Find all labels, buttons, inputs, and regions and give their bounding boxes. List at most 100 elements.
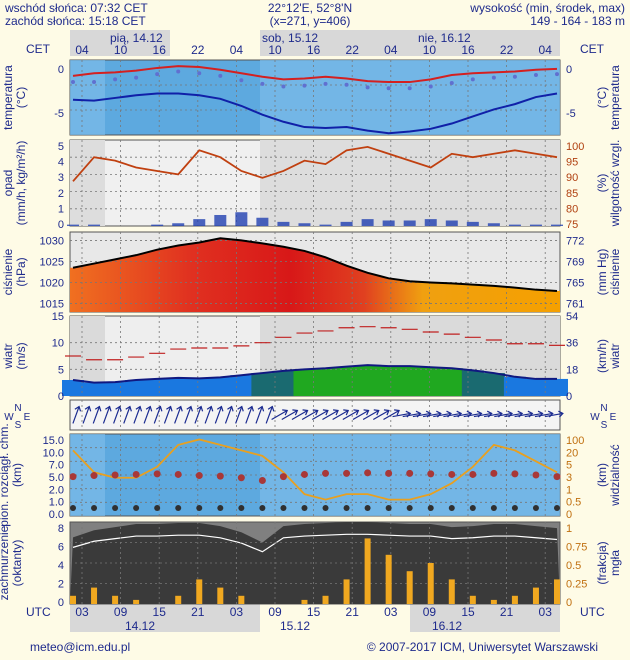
fog-bar	[217, 587, 224, 604]
wind-arrow	[311, 409, 329, 421]
bottom-tz-left: UTC	[26, 605, 51, 619]
wind-mean-bar	[230, 375, 253, 396]
pressure-label-left: ciśnienie	[1, 248, 15, 295]
temp-min-line	[72, 92, 558, 135]
wind-arrow-shaft	[255, 406, 263, 424]
wind-arrow-shaft	[174, 406, 182, 424]
vis-tick: 10.0	[43, 447, 64, 459]
top-axis-shade	[260, 30, 410, 56]
wind-mean-bar	[440, 368, 463, 396]
precip-bar	[214, 214, 227, 226]
wind-arrow-shaft	[133, 406, 141, 424]
top-hour-label: 04	[75, 43, 89, 57]
wind-arrow-head	[176, 405, 183, 412]
temp-mean-point	[512, 74, 517, 79]
temp-mean-point	[281, 84, 286, 89]
fog-bar	[196, 579, 203, 604]
temp-mean-point	[491, 75, 496, 80]
cloud-base-point	[301, 505, 308, 511]
wind-arrow	[255, 405, 265, 424]
top-hour-label: 04	[230, 43, 244, 57]
wind-mean-bar	[62, 380, 84, 396]
wind-arrow	[204, 405, 214, 424]
temp-max-line	[72, 65, 558, 84]
cloud-base-point	[91, 505, 98, 511]
wind-arrow	[143, 405, 153, 424]
bottom-hour-label: 03	[230, 605, 244, 619]
wind-mean-bar	[293, 369, 316, 396]
cloud-base-point	[238, 505, 245, 511]
cloud-top-point	[195, 472, 203, 480]
bottom-hour-label: 03	[75, 605, 89, 619]
wind-arrow-shaft	[113, 406, 121, 424]
temp-mean-point	[113, 77, 118, 82]
temp-mean-point	[449, 80, 454, 85]
temp-mean-point	[386, 86, 391, 91]
wind-arrow-head	[155, 405, 163, 412]
wind-arrow-head	[322, 409, 329, 416]
footer-copyright: © 2007-2017 ICM, Uniwersytet Warszawski	[366, 640, 598, 654]
precip-night-shade	[70, 140, 105, 226]
bottom-hour-label: 09	[114, 605, 128, 619]
precip-night-shade	[260, 140, 410, 226]
temp-mean-point	[71, 80, 75, 85]
precip-label-right: wilgotność wzgl.	[608, 140, 622, 228]
vis-tick: 0.0	[49, 509, 64, 521]
wind-arrow-shaft	[123, 406, 131, 424]
wind-arrow-shaft	[484, 412, 502, 418]
vis-label-right: widzialność	[608, 444, 622, 506]
wind-arrow-shaft	[545, 412, 563, 418]
temp-tick: -5	[54, 108, 64, 120]
vis-tick: 1.0	[49, 497, 64, 509]
fog-bar	[511, 595, 518, 604]
humidity-line	[72, 145, 558, 182]
top-hour-label: 22	[346, 43, 360, 57]
coords-text: 22°12'E, 52°8'N	[267, 1, 353, 15]
cloud-base-point	[343, 505, 350, 511]
wind-arrow	[352, 409, 370, 421]
pressure-tick: 772	[566, 235, 584, 247]
bottom-hour-label: 21	[346, 605, 360, 619]
fog-tick: 0.25	[566, 579, 587, 591]
precip-bar	[551, 224, 563, 226]
precip-label-right: (%)	[595, 174, 609, 193]
cloud-label-left: zachmurzenie	[0, 525, 11, 600]
footer-email[interactable]: meteo@icm.edu.pl	[30, 640, 131, 654]
humidity-tick: 90	[566, 172, 578, 184]
wind-tick: 0	[566, 391, 572, 403]
humidity-tick: 85	[566, 188, 578, 200]
bottom-hour-label: 03	[539, 605, 553, 619]
temp-mean-point	[407, 86, 412, 91]
cloud-tick: 4	[58, 560, 64, 572]
cloud-base-point	[322, 505, 329, 511]
wind-arrow	[265, 405, 275, 424]
bottom-tz-right: UTC	[580, 605, 605, 619]
vis-right-tick: 100	[566, 435, 584, 447]
wind-mean-line	[72, 364, 557, 384]
temp-label-left: temperatura	[1, 65, 15, 130]
vis-label-right: (km)	[595, 463, 609, 487]
top-hour-label: 04	[539, 43, 553, 57]
top-hour-label: 16	[153, 43, 167, 57]
cloud-top-point	[364, 469, 372, 477]
cloud-base-point	[406, 505, 413, 511]
wind-label-right: (km/h)	[595, 339, 609, 373]
wind-arrow	[153, 405, 163, 424]
wind-arrow	[92, 405, 102, 424]
cloud-base-point	[554, 505, 560, 511]
fog-bar	[406, 571, 413, 604]
temp-mean-point	[176, 69, 181, 74]
pressure-tick: 769	[566, 256, 584, 268]
cloud-label-left: (oktanty)	[10, 540, 24, 587]
wind-arrow-shaft	[453, 412, 472, 418]
temp-label-left: (°C)	[14, 87, 28, 108]
precip-bar	[424, 219, 437, 226]
cloud-base-point	[490, 505, 497, 511]
cloud-top-point	[448, 470, 456, 478]
wind-arrow-shaft	[82, 406, 90, 424]
fog-bar	[532, 587, 539, 604]
fog-bar	[133, 599, 140, 604]
wind-arrow-head	[302, 409, 309, 416]
wind-arrow-shaft	[534, 412, 553, 418]
wind-arrow	[362, 409, 380, 421]
